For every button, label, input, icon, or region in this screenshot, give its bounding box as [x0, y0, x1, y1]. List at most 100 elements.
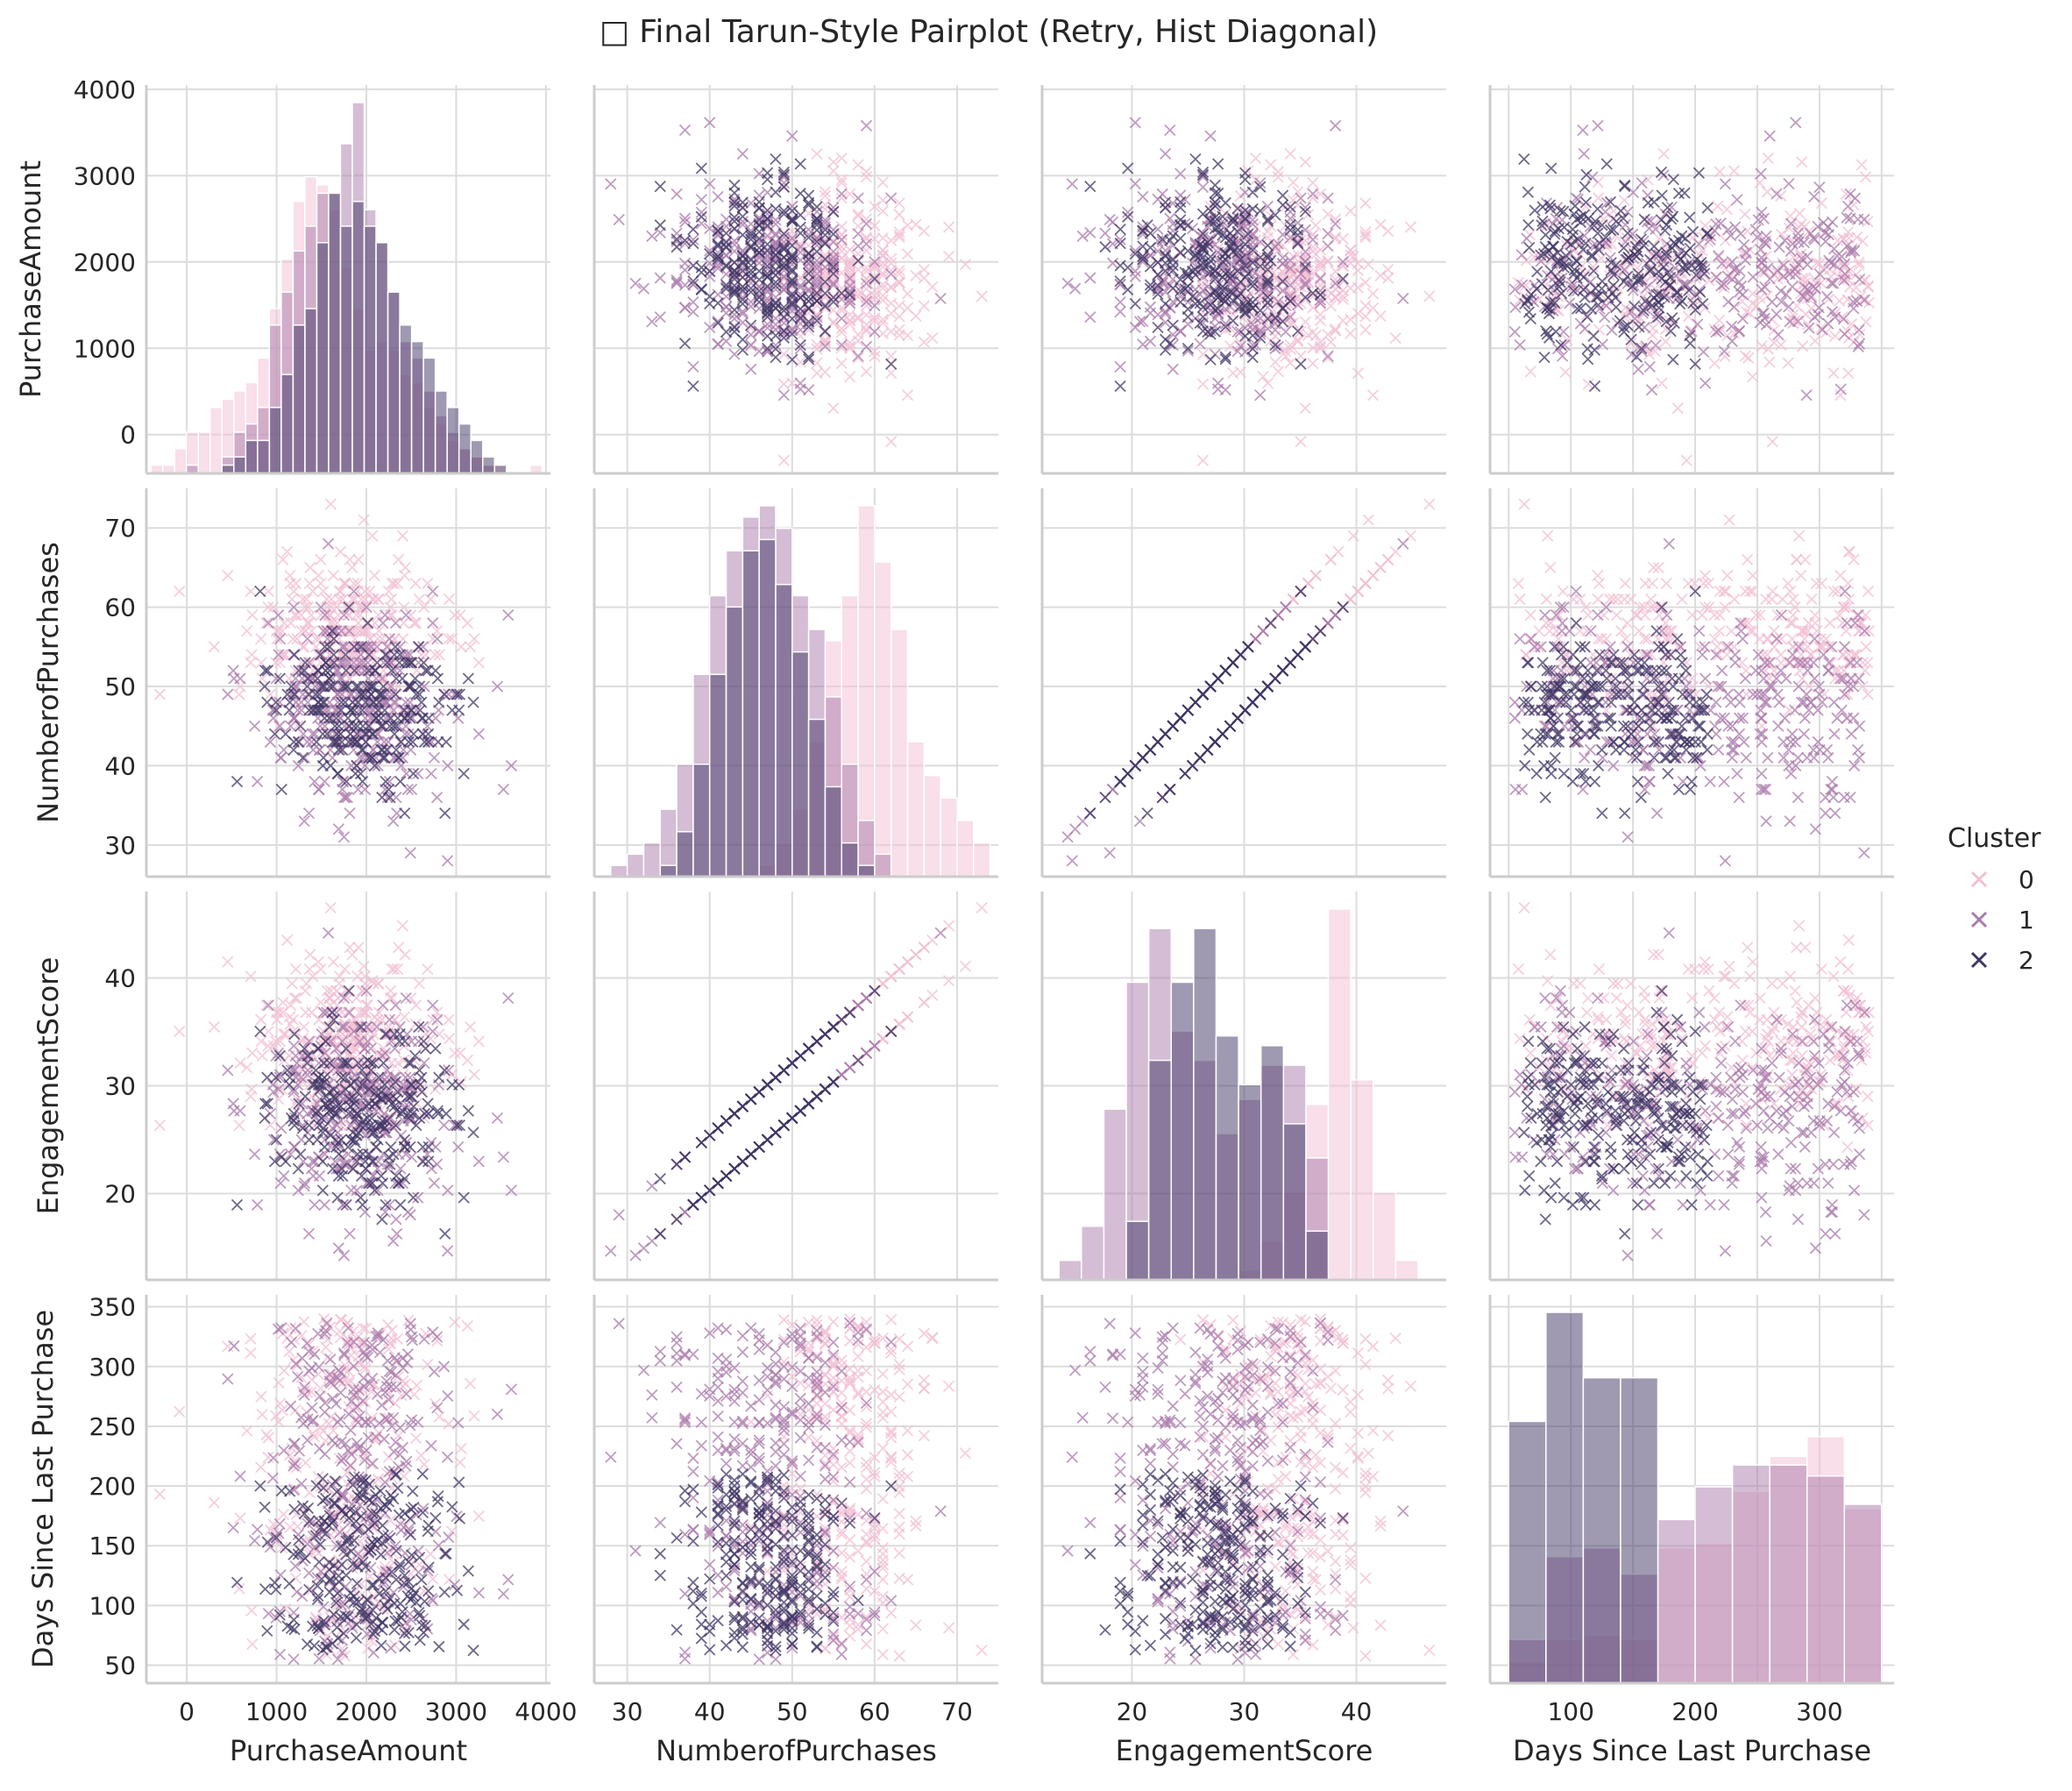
- scatter-point-cluster-0: [901, 248, 914, 260]
- scatter-point-cluster-1: [1592, 119, 1604, 131]
- scatter-point-cluster-0: [315, 553, 327, 566]
- scatter-point-cluster-1: [1137, 190, 1149, 203]
- scatter-point-cluster-0: [893, 329, 905, 341]
- scatter-point-cluster-0: [860, 166, 873, 178]
- scatter-point-cluster-1: [1798, 237, 1810, 249]
- scatter-point-cluster-0: [1307, 176, 1319, 189]
- scatter-point-cluster-1: [712, 190, 724, 203]
- scatter-point-cluster-0: [1374, 309, 1387, 323]
- scatter-point-cluster-1: [687, 360, 699, 373]
- scatter-point-cluster-0: [876, 244, 889, 257]
- scatter-point-cluster-2: [1219, 351, 1231, 363]
- scatter-point-cluster-0: [1723, 514, 1735, 526]
- scatter-point-cluster-0: [424, 593, 436, 606]
- scatter-point-cluster-0: [1786, 617, 1799, 629]
- scatter-point-cluster-2: [422, 712, 435, 724]
- scatter-point-cluster-2: [1539, 229, 1551, 241]
- scatter-point-cluster-0: [1827, 366, 1840, 380]
- scatter-point-cluster-2: [1284, 657, 1296, 669]
- scatter-point-cluster-1: [1772, 720, 1785, 732]
- hist-bar-cluster-2: [824, 785, 842, 878]
- scatter-point-cluster-0: [1746, 585, 1759, 598]
- scatter-point-cluster-1: [794, 383, 806, 395]
- scatter-point-cluster-1: [1725, 696, 1737, 708]
- scatter-point-cluster-1: [1719, 855, 1731, 867]
- scatter-point-cluster-0: [844, 318, 856, 330]
- scatter-point-cluster-0: [174, 585, 186, 598]
- scatter-point-cluster-0: [860, 213, 873, 225]
- scatter-point-cluster-0: [918, 263, 930, 276]
- scatter-point-cluster-1: [777, 171, 791, 183]
- scatter-point-cluster-2: [1619, 807, 1631, 820]
- scatter-point-cluster-1: [860, 119, 873, 131]
- scatter-point-cluster-0: [1332, 545, 1345, 558]
- scatter-point-cluster-2: [1196, 168, 1210, 181]
- scatter-point-cluster-1: [1539, 609, 1551, 622]
- scatter-point-cluster-1: [428, 751, 441, 764]
- scatter-point-cluster-0: [1524, 366, 1536, 378]
- scatter-point-cluster-0: [893, 197, 905, 210]
- scatter-point-cluster-0: [1423, 498, 1436, 510]
- scatter-point-cluster-2: [261, 665, 273, 677]
- scatter-point-cluster-0: [852, 328, 864, 341]
- hist-bar-cluster-2: [268, 407, 282, 474]
- scatter-point-cluster-1: [1314, 272, 1327, 284]
- hist-bar-cluster-2: [410, 340, 424, 474]
- hist-bar-cluster-2: [387, 291, 401, 474]
- scatter-point-cluster-2: [1239, 704, 1252, 716]
- scatter-point-cluster-0: [1362, 514, 1374, 526]
- scatter-point-cluster-0: [1782, 577, 1794, 590]
- hist-bar-cluster-2: [233, 456, 247, 474]
- scatter-point-cluster-1: [1397, 292, 1409, 305]
- scatter-point-cluster-2: [654, 181, 666, 193]
- scatter-point-cluster-1: [1704, 775, 1716, 788]
- scatter-point-cluster-0: [1742, 553, 1754, 566]
- scatter-point-cluster-2: [1610, 301, 1622, 314]
- scatter-point-cluster-1: [1643, 360, 1657, 373]
- scatter-point-cluster-0: [844, 371, 856, 383]
- scatter-point-cluster-0: [409, 577, 422, 590]
- scatter-point-cluster-2: [1701, 202, 1714, 214]
- scatter-point-cluster-2: [1523, 241, 1536, 254]
- scatter-point-cluster-0: [852, 256, 864, 268]
- scatter-point-cluster-0: [835, 192, 848, 204]
- scatter-point-cluster-2: [1522, 218, 1535, 231]
- scatter-point-cluster-2: [458, 767, 470, 780]
- scatter-point-cluster-1: [1713, 743, 1725, 756]
- scatter-point-cluster-0: [835, 174, 848, 186]
- scatter-point-cluster-1: [1826, 783, 1839, 796]
- scatter-point-cluster-1: [1728, 743, 1741, 756]
- scatter-point-cluster-1: [1397, 537, 1409, 550]
- hist-bar-cluster-1: [874, 853, 892, 878]
- panel-purchaseamount-vs-numberofpurchases: [593, 85, 998, 475]
- scatter-point-cluster-1: [472, 728, 485, 740]
- scatter-point-cluster-2: [1174, 712, 1187, 724]
- scatter-point-cluster-2: [1174, 219, 1187, 231]
- scatter-point-cluster-0: [1795, 569, 1807, 582]
- scatter-point-cluster-0: [1322, 352, 1334, 364]
- hist-bar-cluster-0: [940, 797, 958, 878]
- scatter-point-cluster-0: [869, 232, 881, 245]
- scatter-point-cluster-0: [745, 340, 757, 352]
- scatter-point-cluster-0: [869, 312, 881, 324]
- scatter-point-cluster-0: [1676, 593, 1688, 606]
- scatter-point-cluster-1: [1790, 117, 1802, 129]
- scatter-point-cluster-1: [1578, 751, 1591, 764]
- scatter-point-cluster-0: [1359, 197, 1372, 210]
- scatter-point-cluster-1: [1577, 124, 1589, 137]
- scatter-point-cluster-1: [671, 188, 683, 200]
- scatter-point-cluster-2: [1295, 358, 1307, 370]
- scatter-point-cluster-1: [502, 609, 514, 622]
- scatter-point-cluster-1: [1196, 171, 1210, 183]
- scatter-point-cluster-0: [1824, 617, 1836, 629]
- scatter-point-cluster-0: [461, 617, 473, 629]
- scatter-point-cluster-0: [835, 176, 848, 189]
- scatter-point-cluster-0: [852, 352, 864, 364]
- scatter-point-cluster-0: [324, 498, 337, 510]
- scatter-point-cluster-0: [1345, 327, 1357, 339]
- scatter-point-cluster-1: [1780, 672, 1792, 685]
- scatter-point-cluster-1: [1858, 847, 1870, 859]
- scatter-point-cluster-1: [1773, 241, 1785, 253]
- scatter-point-cluster-2: [1084, 181, 1096, 193]
